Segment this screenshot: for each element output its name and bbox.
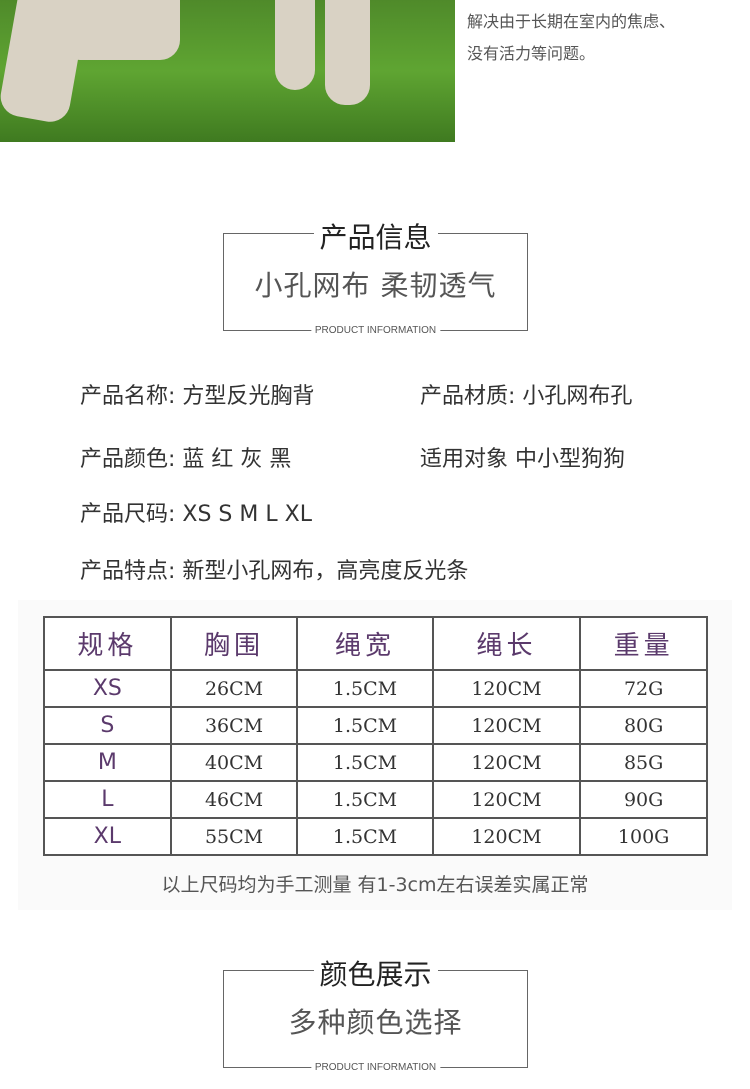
product-name: 产品名称: 方型反光胸背 [80, 384, 315, 409]
section-english: PRODUCT INFORMATION [310, 325, 441, 336]
table-row: L 46CM 1.5CM 120CM 90G [43, 780, 708, 819]
value-cell: 120CM [431, 669, 582, 708]
value-cell: 36CM [169, 706, 299, 745]
table-header-row: 规格 胸围 绳宽 绳长 重量 [43, 616, 708, 671]
section-title: 颜色展示 [313, 953, 438, 993]
product-material: 产品材质: 小孔网布孔 [420, 384, 633, 409]
size-cell: M [43, 743, 172, 782]
section-subtitle: 多种颜色选择 [288, 1006, 463, 1039]
section-title: 产品信息 [313, 216, 438, 256]
value-cell: 46CM [169, 780, 299, 819]
value-cell: 40CM [169, 743, 299, 782]
product-sizes: 产品尺码: XS S M L XL [80, 502, 312, 527]
dog-body [60, 0, 180, 60]
dog-leg [275, 0, 315, 90]
dog-leg [325, 0, 370, 105]
value-cell: 1.5CM [296, 706, 434, 745]
dog-photo [0, 0, 455, 142]
measurement-note: 以上尺码均为手工测量 有1-3cm左右误差实属正常 [161, 874, 589, 896]
value-cell: 1.5CM [296, 669, 434, 708]
section-english: PRODUCT INFORMATION [310, 1062, 441, 1073]
value-cell: 26CM [169, 669, 299, 708]
product-colors: 产品颜色: 蓝 红 灰 黑 [80, 447, 292, 472]
size-cell: L [43, 780, 172, 819]
size-cell: XL [43, 817, 172, 856]
value-cell: 120CM [431, 817, 582, 856]
intro-line: 解决由于长期在室内的焦虑、 [467, 12, 676, 31]
value-cell: 55CM [169, 817, 299, 856]
value-cell: 120CM [431, 780, 582, 819]
value-cell: 72G [579, 669, 708, 708]
table-row: XL 55CM 1.5CM 120CM 100G [43, 817, 708, 856]
size-cell: S [43, 706, 172, 745]
intro-line: 没有活力等问题。 [467, 44, 596, 63]
value-cell: 1.5CM [296, 780, 434, 819]
product-target: 适用对象 中小型狗狗 [420, 447, 625, 472]
size-chart: 规格 胸围 绳宽 绳长 重量 XS 26CM 1.5CM 120CM 72G S 36CM 1… [18, 600, 732, 910]
table-row: S 36CM 1.5CM 120CM 80G [43, 706, 708, 745]
header-cell: 重量 [579, 616, 708, 671]
value-cell: 1.5CM [296, 817, 434, 856]
table-row: M 40CM 1.5CM 120CM 85G [43, 743, 708, 782]
value-cell: 1.5CM [296, 743, 434, 782]
value-cell: 120CM [431, 706, 582, 745]
size-cell: XS [43, 669, 172, 708]
product-info-heading: 产品信息 小孔网布 柔韧透气 PRODUCT INFORMATION [223, 216, 528, 336]
value-cell: 120CM [431, 743, 582, 782]
intro-text: 解决由于长期在室内的焦虑、 没有活力等问题。 [467, 6, 675, 70]
value-cell: 85G [579, 743, 708, 782]
value-cell: 90G [579, 780, 708, 819]
size-table: 规格 胸围 绳宽 绳长 重量 XS 26CM 1.5CM 120CM 72G S 36CM 1… [43, 616, 708, 856]
header-cell: 绳宽 [296, 616, 434, 671]
section-subtitle: 小孔网布 柔韧透气 [254, 269, 497, 302]
header-cell: 绳长 [431, 616, 582, 671]
product-features: 产品特点: 新型小孔网布，高亮度反光条 [80, 559, 469, 584]
color-display-heading: 颜色展示 多种颜色选择 PRODUCT INFORMATION [223, 953, 528, 1073]
value-cell: 80G [579, 706, 708, 745]
table-row: XS 26CM 1.5CM 120CM 72G [43, 669, 708, 708]
value-cell: 100G [579, 817, 708, 856]
header-cell: 规格 [43, 616, 172, 671]
header-cell: 胸围 [169, 616, 299, 671]
